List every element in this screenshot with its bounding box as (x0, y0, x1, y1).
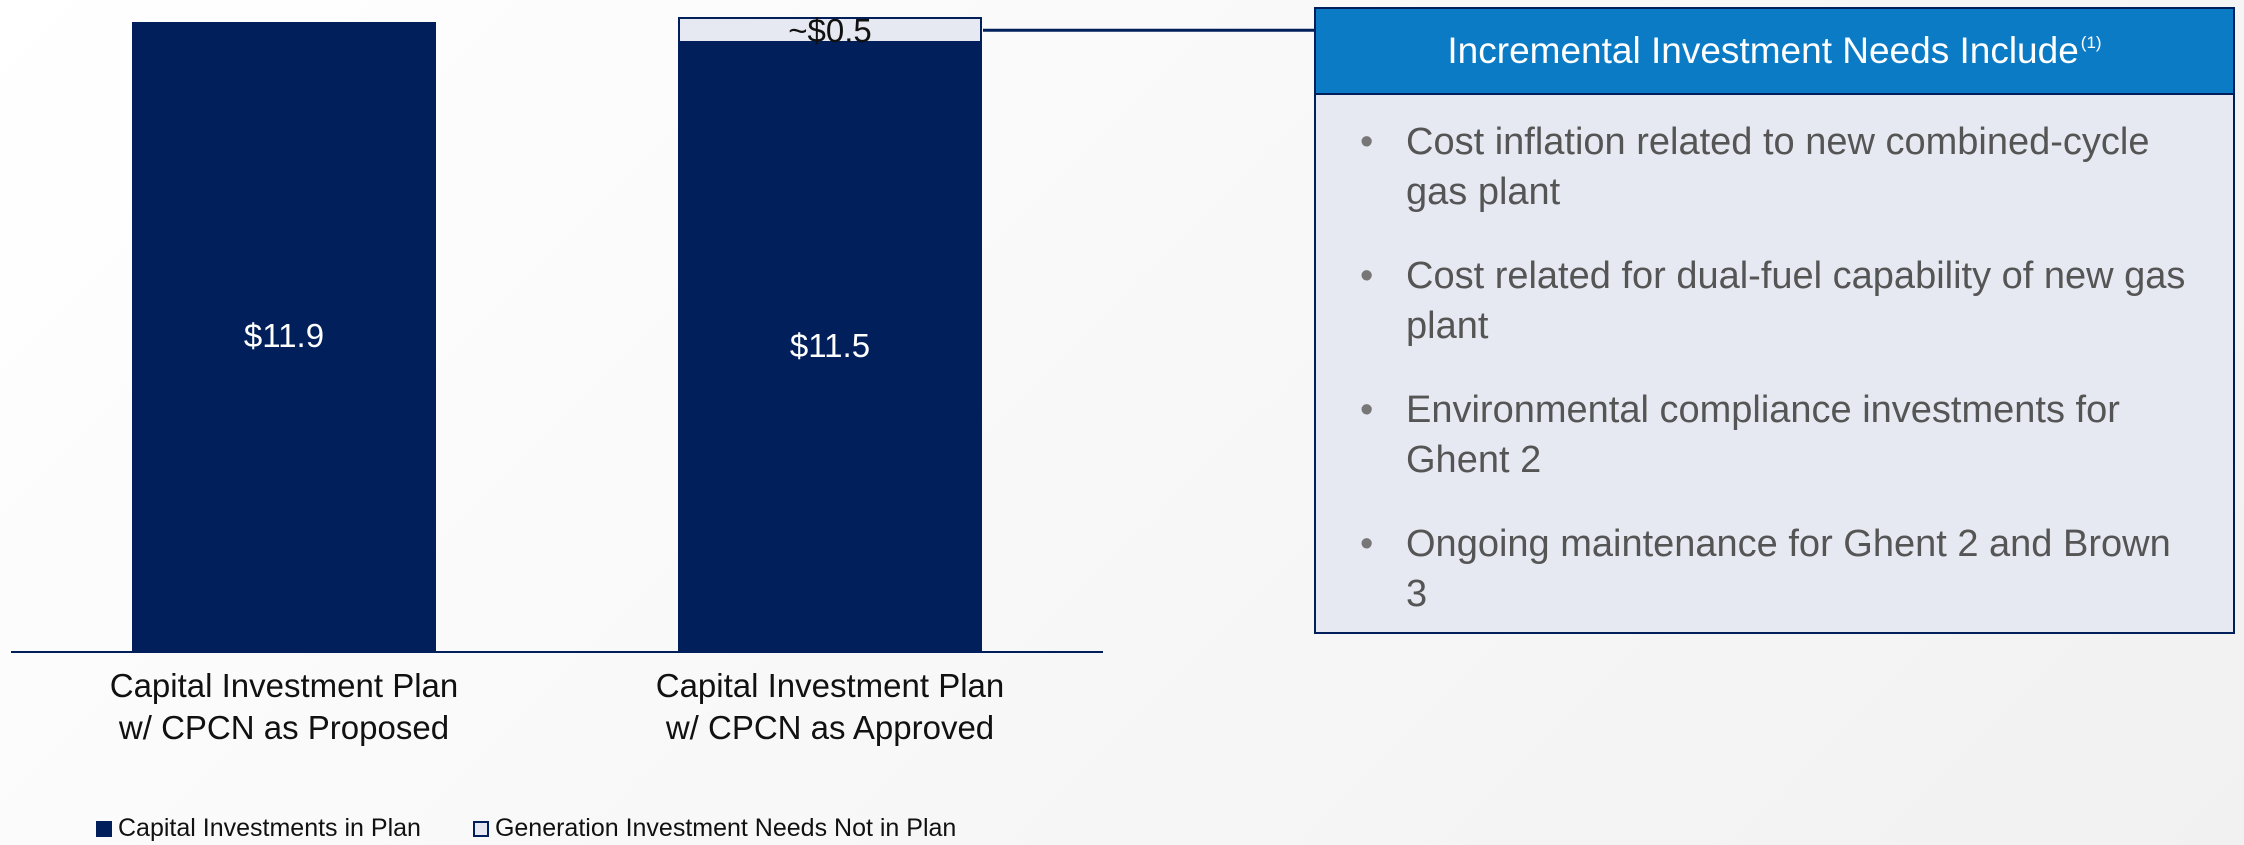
value-label: $11.5 (789, 327, 871, 365)
callout-box: Incremental Investment Needs Include (1) … (1314, 7, 2235, 634)
bar-segment: ~$0.5 (678, 12, 982, 49)
bullet-item: Environmental compliance investments for… (1360, 385, 2193, 485)
x-tick-label: Capital Investment Plan w/ CPCN as Propo… (109, 667, 459, 746)
callout-header: Incremental Investment Needs Include (1) (1316, 9, 2233, 95)
bullet-item: Cost inflation related to new combined-c… (1360, 117, 2193, 217)
legend-item: Capital Investments in Plan (96, 814, 421, 843)
bullet-item: Ongoing maintenance for Ghent 2 and Brow… (1360, 519, 2193, 619)
value-label: $11.9 (243, 316, 325, 354)
x-tick-label: Capital Investment Plan w/ CPCN as Appro… (655, 667, 1005, 746)
legend-label: Generation Investment Needs Not in Plan (494, 814, 957, 842)
legend-swatch (472, 820, 489, 837)
axis-line (11, 651, 1103, 653)
bar-segment: $11.9 (132, 22, 436, 651)
callout-title: Incremental Investment Needs Include (1447, 30, 2079, 71)
legend-swatch (96, 820, 112, 837)
bar-segment: $11.5 (678, 43, 982, 651)
chart: Capital Investments in Plan Generation In… (0, 0, 1110, 845)
legend-label: Capital Investments in Plan (118, 814, 421, 842)
bullet-item: Cost related for dual-fuel capability of… (1360, 251, 2193, 351)
legend-item: Generation Investment Needs Not in Plan (472, 814, 957, 843)
value-label: ~$0.5 (788, 12, 872, 50)
callout-list: Cost inflation related to new combined-c… (1316, 95, 2233, 619)
legend: Capital Investments in Plan Generation In… (96, 814, 956, 843)
footnote-marker: (1) (2080, 33, 2102, 52)
